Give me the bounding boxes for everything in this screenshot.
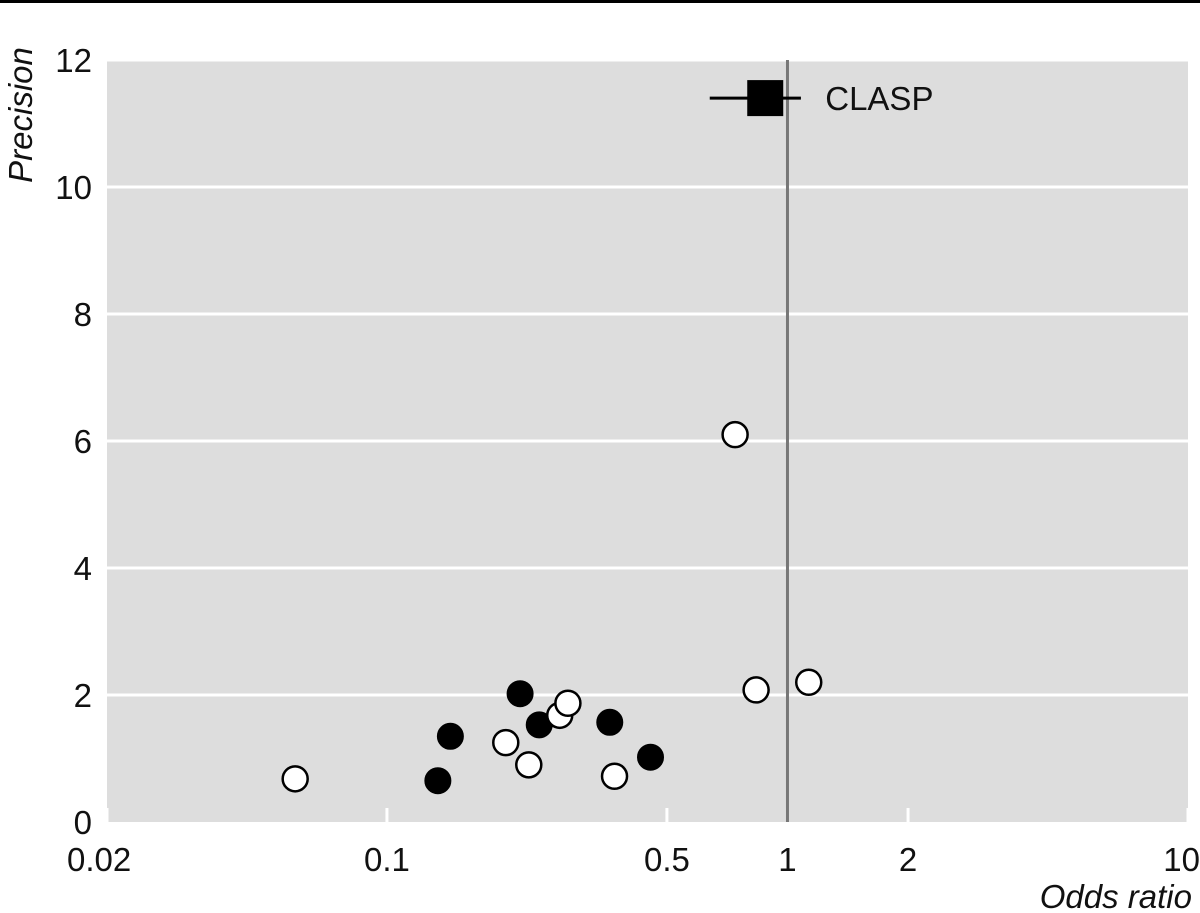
y-tick-label: 4 — [74, 550, 92, 587]
gridlines — [107, 58, 1188, 697]
open-circle-point — [492, 728, 520, 757]
summary-label: CLASP — [825, 80, 933, 117]
x-tick-label: 0.02 — [67, 841, 131, 878]
data-points: CLASP — [281, 80, 933, 795]
filled-circle-point — [596, 708, 624, 736]
top-border-rule — [0, 0, 1200, 3]
x-tick-label: 0.5 — [644, 841, 690, 878]
filled-circle-point — [506, 680, 534, 708]
open-circle-point — [554, 689, 582, 718]
x-tick-label: 0.1 — [364, 841, 410, 878]
y-axis-ticks: 0 2 4 6 8 10 12 — [55, 42, 92, 841]
open-circle-point — [600, 762, 629, 791]
open-circle-point — [281, 765, 309, 793]
filled-circle-point — [436, 722, 464, 750]
x-tick-label: 10 — [1163, 841, 1200, 878]
x-tick-label: 1 — [778, 841, 796, 878]
open-circle-point — [515, 751, 543, 779]
open-circle-point — [794, 668, 823, 697]
y-tick-label: 2 — [74, 677, 92, 714]
y-tick-label: 10 — [55, 169, 92, 206]
summary-square-point — [747, 80, 784, 117]
filled-circle-point — [637, 743, 665, 771]
open-circle-point — [742, 676, 770, 704]
x-tick-label: 2 — [899, 841, 917, 878]
y-tick-label: 0 — [74, 804, 92, 841]
y-axis-label: Precision — [2, 47, 39, 183]
filled-circle-point — [424, 767, 452, 795]
y-tick-label: 8 — [74, 296, 92, 333]
open-circle-point — [721, 420, 749, 449]
y-tick-label: 6 — [74, 423, 92, 460]
y-tick-label: 12 — [55, 42, 92, 79]
x-axis-ticks: 0.02 0.1 0.5 1 2 10 — [67, 808, 1200, 878]
x-axis-label: Odds ratio — [1040, 878, 1192, 913]
